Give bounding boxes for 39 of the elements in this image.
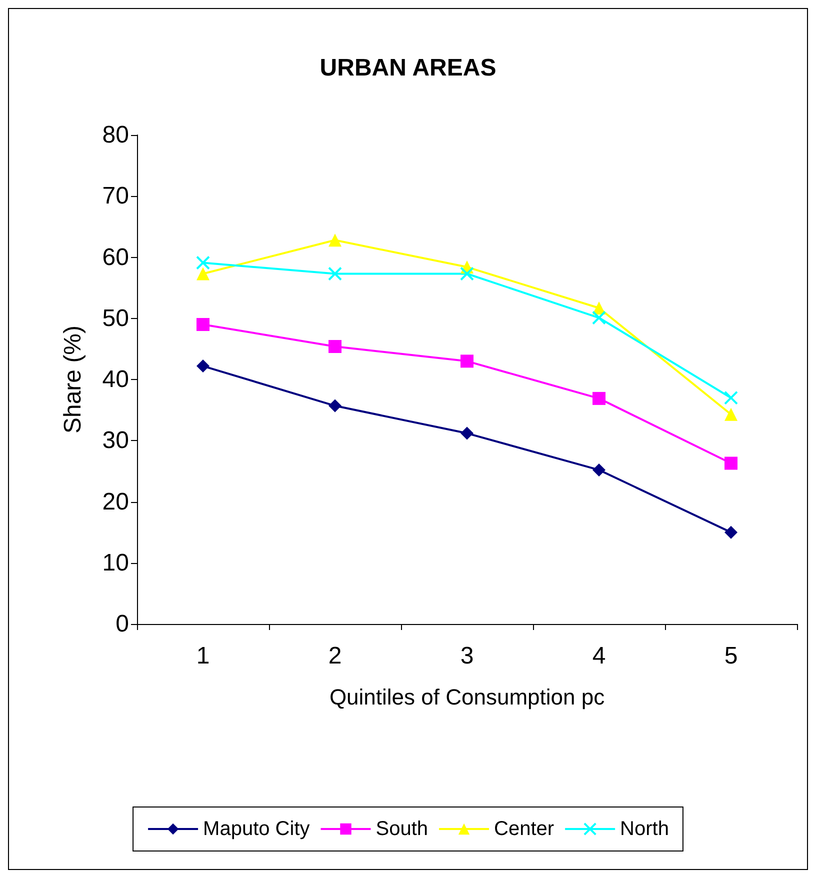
point (724, 390, 738, 405)
x-tick-label: 2 (328, 642, 342, 670)
x-tick-label: 4 (592, 642, 606, 670)
y-tick-label: 30 (102, 427, 129, 454)
y-tick-label: 50 (102, 304, 129, 332)
x-tick-label: 5 (724, 642, 738, 670)
point (592, 310, 606, 325)
point (460, 426, 474, 440)
point (592, 463, 606, 476)
point (724, 526, 738, 539)
point (592, 392, 606, 405)
point (196, 318, 210, 331)
point (460, 266, 474, 281)
point (196, 267, 210, 280)
point (724, 408, 738, 421)
legend-label: Maputo City (203, 818, 310, 840)
x-tick-label: 3 (460, 642, 474, 670)
point (328, 234, 342, 247)
y-tick-label: 60 (102, 244, 129, 271)
x-tick-label: 1 (196, 642, 210, 670)
legend-label: South (376, 818, 428, 840)
y-tick-label: 40 (102, 366, 129, 393)
y-tick-label: 0 (116, 610, 129, 638)
y-tick-label: 70 (102, 182, 129, 210)
y-tick-label: 20 (102, 488, 129, 516)
legend-label: North (620, 818, 669, 840)
point (196, 360, 210, 373)
y-tick-label: 10 (102, 549, 129, 576)
point (196, 256, 210, 270)
point (724, 456, 738, 470)
point (460, 354, 474, 368)
y-axis-title: Share (%) (60, 325, 86, 434)
point (328, 340, 342, 353)
point (328, 266, 342, 281)
chart-title: URBAN AREAS (320, 54, 496, 82)
legend-label: Center (494, 818, 554, 840)
y-tick-label: 80 (102, 122, 129, 148)
x-axis-title: Quintiles of Consumption pc (329, 684, 605, 710)
point (328, 399, 342, 412)
